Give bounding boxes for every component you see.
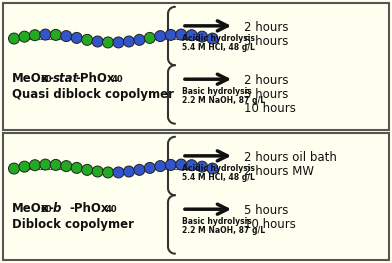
Text: Basic hydrolysis: Basic hydrolysis xyxy=(182,87,252,96)
Text: 2 hours oil bath: 2 hours oil bath xyxy=(244,151,337,164)
Text: 5.4 M HCl, 48 g/L: 5.4 M HCl, 48 g/L xyxy=(182,43,255,52)
Circle shape xyxy=(155,161,166,171)
Circle shape xyxy=(144,162,155,173)
Circle shape xyxy=(134,164,145,175)
Circle shape xyxy=(186,30,197,41)
Circle shape xyxy=(19,161,30,172)
Circle shape xyxy=(9,163,20,174)
Circle shape xyxy=(186,160,197,171)
Text: 2 hours: 2 hours xyxy=(244,74,289,87)
Text: stat: stat xyxy=(53,72,79,85)
Circle shape xyxy=(207,33,218,44)
Bar xyxy=(3,3,389,130)
Text: MeOx: MeOx xyxy=(12,72,49,85)
Text: 5.4 M HCl, 48 g/L: 5.4 M HCl, 48 g/L xyxy=(182,173,255,182)
Circle shape xyxy=(207,163,218,174)
Circle shape xyxy=(71,32,82,43)
Text: 40: 40 xyxy=(112,75,123,84)
Text: 2.2 M NaOH, 87 g/L: 2.2 M NaOH, 87 g/L xyxy=(182,96,265,105)
Text: -PhOx: -PhOx xyxy=(69,201,109,215)
Text: 60: 60 xyxy=(41,75,53,84)
Text: 5 hours: 5 hours xyxy=(244,35,289,48)
Text: 2 hours MW: 2 hours MW xyxy=(244,165,314,178)
Text: 60: 60 xyxy=(41,205,53,214)
Circle shape xyxy=(144,32,155,43)
Text: -: - xyxy=(48,72,53,85)
Text: Acidic hydrolysis: Acidic hydrolysis xyxy=(182,164,255,173)
Text: b: b xyxy=(53,201,62,215)
Circle shape xyxy=(29,30,40,41)
Circle shape xyxy=(123,166,134,177)
Text: 2.2 M NaOH, 87 g/L: 2.2 M NaOH, 87 g/L xyxy=(182,226,265,235)
Text: -PhOx: -PhOx xyxy=(75,72,114,85)
Circle shape xyxy=(176,29,187,40)
Text: 10 hours: 10 hours xyxy=(244,102,296,115)
Circle shape xyxy=(103,37,114,48)
Text: 5 hours: 5 hours xyxy=(244,88,289,101)
Circle shape xyxy=(103,167,114,178)
Circle shape xyxy=(19,31,30,42)
Circle shape xyxy=(50,159,61,170)
Circle shape xyxy=(92,166,103,177)
Circle shape xyxy=(197,31,208,42)
Text: Quasi diblock copolymer: Quasi diblock copolymer xyxy=(12,88,174,100)
Circle shape xyxy=(165,29,176,41)
Circle shape xyxy=(155,31,166,42)
Circle shape xyxy=(61,161,72,171)
Circle shape xyxy=(9,33,20,44)
Circle shape xyxy=(176,159,187,170)
Circle shape xyxy=(50,29,61,41)
Text: 2 hours: 2 hours xyxy=(244,21,289,34)
Circle shape xyxy=(40,159,51,170)
Text: Basic hydrolysis: Basic hydrolysis xyxy=(182,217,252,226)
Text: -: - xyxy=(48,201,53,215)
Circle shape xyxy=(134,34,145,45)
Circle shape xyxy=(113,167,124,178)
Circle shape xyxy=(82,164,93,175)
Circle shape xyxy=(92,36,103,47)
Circle shape xyxy=(113,37,124,48)
Circle shape xyxy=(123,36,134,47)
Text: Acidic hydrolysis: Acidic hydrolysis xyxy=(182,34,255,43)
Text: 40: 40 xyxy=(106,205,118,214)
Text: Diblock copolymer: Diblock copolymer xyxy=(12,218,134,231)
Circle shape xyxy=(197,161,208,172)
Circle shape xyxy=(40,29,51,40)
Bar xyxy=(3,133,389,260)
Circle shape xyxy=(29,160,40,171)
Text: MeOx: MeOx xyxy=(12,201,49,215)
Text: 10 hours: 10 hours xyxy=(244,218,296,231)
Circle shape xyxy=(61,31,72,42)
Circle shape xyxy=(165,159,176,170)
Circle shape xyxy=(82,34,93,45)
Text: 5 hours: 5 hours xyxy=(244,204,289,217)
Circle shape xyxy=(71,162,82,173)
